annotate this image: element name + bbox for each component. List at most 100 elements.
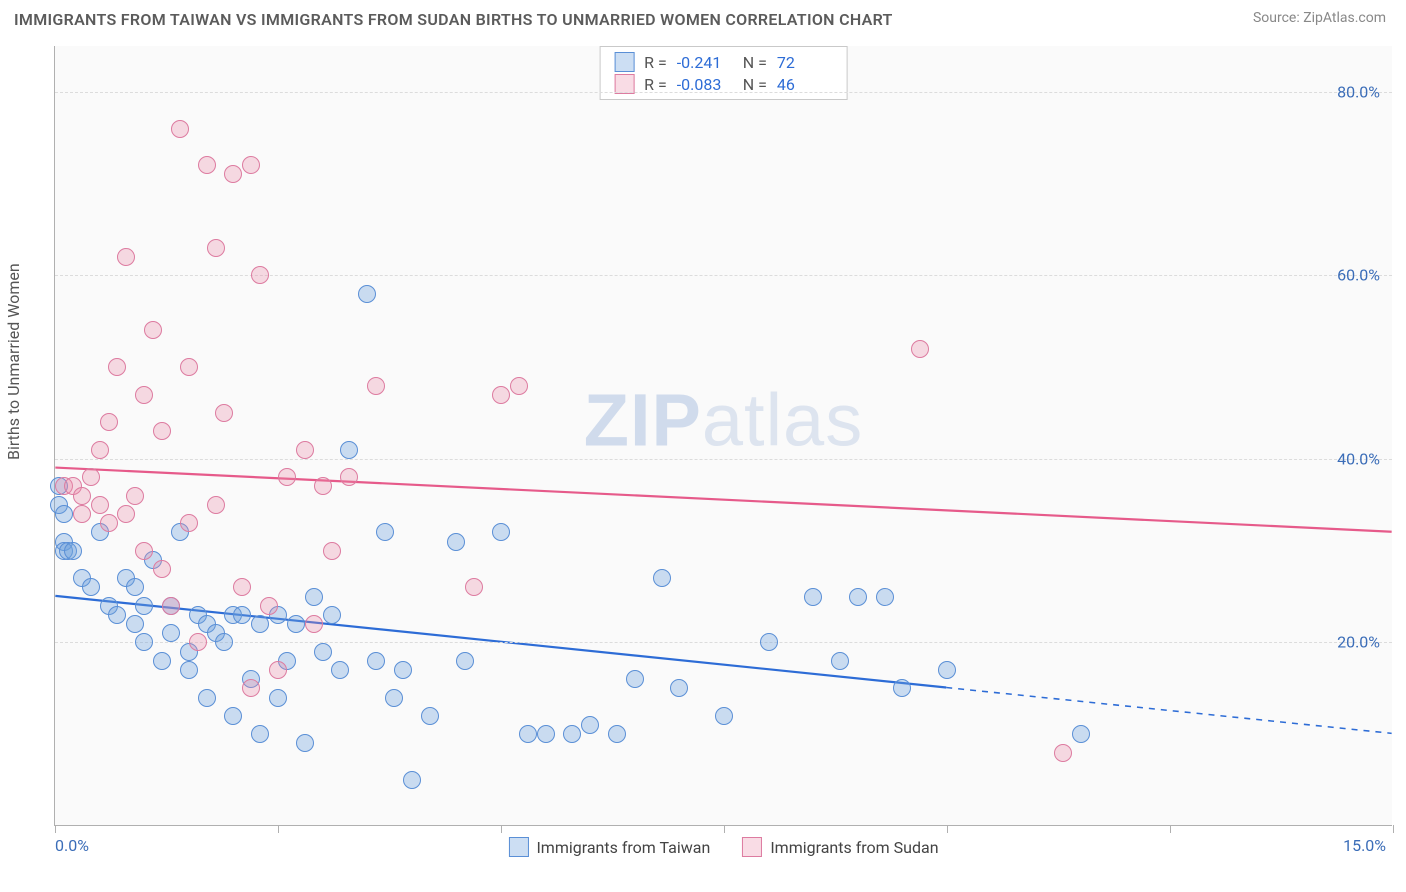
data-point	[340, 441, 358, 459]
data-point	[126, 615, 144, 633]
x-tick	[1170, 825, 1171, 833]
data-point	[162, 597, 180, 615]
data-point	[403, 771, 421, 789]
data-point	[893, 679, 911, 697]
trend-line	[55, 468, 1391, 532]
data-point	[385, 689, 403, 707]
n-label: N =	[743, 75, 767, 94]
r-value: -0.083	[677, 75, 733, 94]
y-tick-label: 60.0%	[1337, 266, 1380, 285]
gridline	[55, 459, 1392, 460]
chart-title: IMMIGRANTS FROM TAIWAN VS IMMIGRANTS FRO…	[14, 10, 893, 29]
legend-swatch	[742, 837, 762, 857]
data-point	[180, 358, 198, 376]
data-point	[367, 652, 385, 670]
data-point	[715, 707, 733, 725]
r-value: -0.241	[677, 53, 733, 72]
data-point	[1072, 725, 1090, 743]
data-point	[465, 578, 483, 596]
y-tick-label: 80.0%	[1337, 82, 1380, 101]
data-point	[653, 569, 671, 587]
x-tick	[278, 825, 279, 833]
data-point	[340, 468, 358, 486]
data-point	[180, 661, 198, 679]
data-point	[804, 588, 822, 606]
data-point	[269, 689, 287, 707]
data-point	[91, 496, 109, 514]
data-point	[189, 633, 207, 651]
data-point	[135, 597, 153, 615]
data-point	[126, 578, 144, 596]
data-point	[82, 578, 100, 596]
data-point	[323, 606, 341, 624]
data-point	[198, 689, 216, 707]
data-point	[314, 643, 332, 661]
data-point	[367, 377, 385, 395]
data-point	[153, 652, 171, 670]
data-point	[73, 505, 91, 523]
data-point	[135, 542, 153, 560]
stats-row: R =-0.241N =72	[614, 51, 833, 73]
data-point	[447, 533, 465, 551]
data-point	[296, 734, 314, 752]
data-point	[153, 422, 171, 440]
data-point	[82, 468, 100, 486]
data-point	[492, 523, 510, 541]
data-point	[73, 487, 91, 505]
data-point	[492, 386, 510, 404]
y-tick-label: 20.0%	[1337, 633, 1380, 652]
data-point	[251, 266, 269, 284]
data-point	[421, 707, 439, 725]
data-point	[760, 633, 778, 651]
data-point	[358, 285, 376, 303]
data-point	[670, 679, 688, 697]
data-point	[117, 248, 135, 266]
data-point	[911, 340, 929, 358]
data-point	[207, 496, 225, 514]
data-point	[287, 615, 305, 633]
legend-item: Immigrants from Sudan	[742, 837, 938, 857]
data-point	[100, 514, 118, 532]
data-point	[100, 413, 118, 431]
legend-item: Immigrants from Taiwan	[508, 837, 710, 857]
series-legend: Immigrants from Taiwan Immigrants from Su…	[508, 837, 938, 857]
data-point	[180, 514, 198, 532]
data-point	[153, 560, 171, 578]
data-point	[55, 505, 73, 523]
data-point	[198, 156, 216, 174]
data-point	[251, 615, 269, 633]
data-point	[224, 707, 242, 725]
data-point	[135, 633, 153, 651]
data-point	[91, 441, 109, 459]
x-tick	[947, 825, 948, 833]
x-end-label: 15.0%	[1343, 836, 1386, 855]
data-point	[323, 542, 341, 560]
data-point	[224, 165, 242, 183]
data-point	[849, 588, 867, 606]
data-point	[269, 661, 287, 679]
data-point	[135, 386, 153, 404]
data-point	[233, 606, 251, 624]
gridline	[55, 642, 1392, 643]
data-point	[831, 652, 849, 670]
data-point	[144, 321, 162, 339]
data-point	[296, 441, 314, 459]
data-point	[305, 588, 323, 606]
data-point	[519, 725, 537, 743]
data-point	[108, 358, 126, 376]
n-value: 72	[777, 53, 833, 72]
data-point	[581, 716, 599, 734]
data-point	[117, 505, 135, 523]
data-point	[938, 661, 956, 679]
data-point	[64, 542, 82, 560]
data-point	[510, 377, 528, 395]
data-point	[331, 661, 349, 679]
r-label: R =	[644, 75, 667, 94]
data-point	[876, 588, 894, 606]
chart-container: Births to Unmarried Women ZIPatlas R =-0…	[14, 40, 1392, 890]
legend-swatch	[614, 52, 634, 72]
x-tick	[55, 825, 56, 833]
data-point	[608, 725, 626, 743]
data-point	[456, 652, 474, 670]
data-point	[626, 670, 644, 688]
